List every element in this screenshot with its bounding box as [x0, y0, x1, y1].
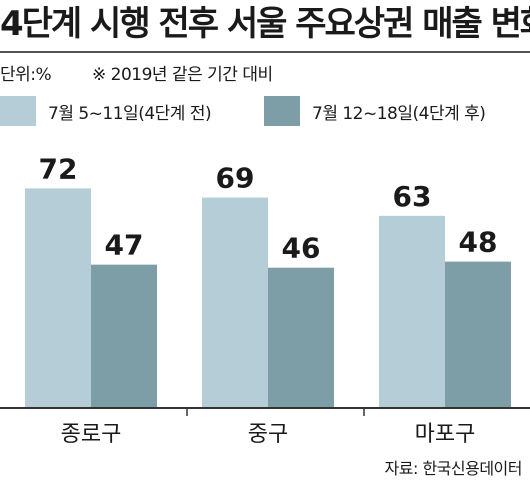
legend-label-before: 7월 5~11일(4단계 전) — [48, 103, 212, 124]
category-label: 중구 — [248, 422, 288, 447]
bar-value-label: 72 — [39, 152, 78, 185]
legend-swatch-before — [0, 96, 36, 126]
bar-value-label: 69 — [216, 162, 255, 195]
bar-value-label: 63 — [393, 180, 432, 213]
legend-item-before: 7월 5~11일(4단계 전) — [0, 96, 212, 126]
legend-swatch-after — [264, 96, 300, 126]
title-divider — [0, 51, 530, 53]
bar-after — [268, 267, 334, 408]
bar-before — [25, 188, 91, 408]
page-title: 4단계 시행 전후 서울 주요상권 매출 변화 — [0, 4, 530, 44]
bar-value-label: 48 — [459, 226, 498, 259]
source-note: 자료: 한국신용데이터 — [384, 459, 523, 478]
bar-value-label: 46 — [282, 232, 321, 265]
bar-before — [202, 197, 268, 408]
bar-value-label: 47 — [105, 229, 144, 262]
comparison-note: ※ 2019년 같은 기간 대비 — [92, 65, 273, 85]
bar-before — [379, 215, 445, 408]
category-label: 종로구 — [61, 422, 122, 447]
unit-label: 단위:% — [0, 65, 52, 85]
bar-after — [445, 261, 511, 408]
bar-after — [91, 264, 157, 408]
legend-item-after: 7월 12~18일(4단계 후) — [264, 96, 486, 126]
legend-label-after: 7월 12~18일(4단계 후) — [312, 103, 486, 124]
category-label: 마포구 — [415, 422, 476, 447]
